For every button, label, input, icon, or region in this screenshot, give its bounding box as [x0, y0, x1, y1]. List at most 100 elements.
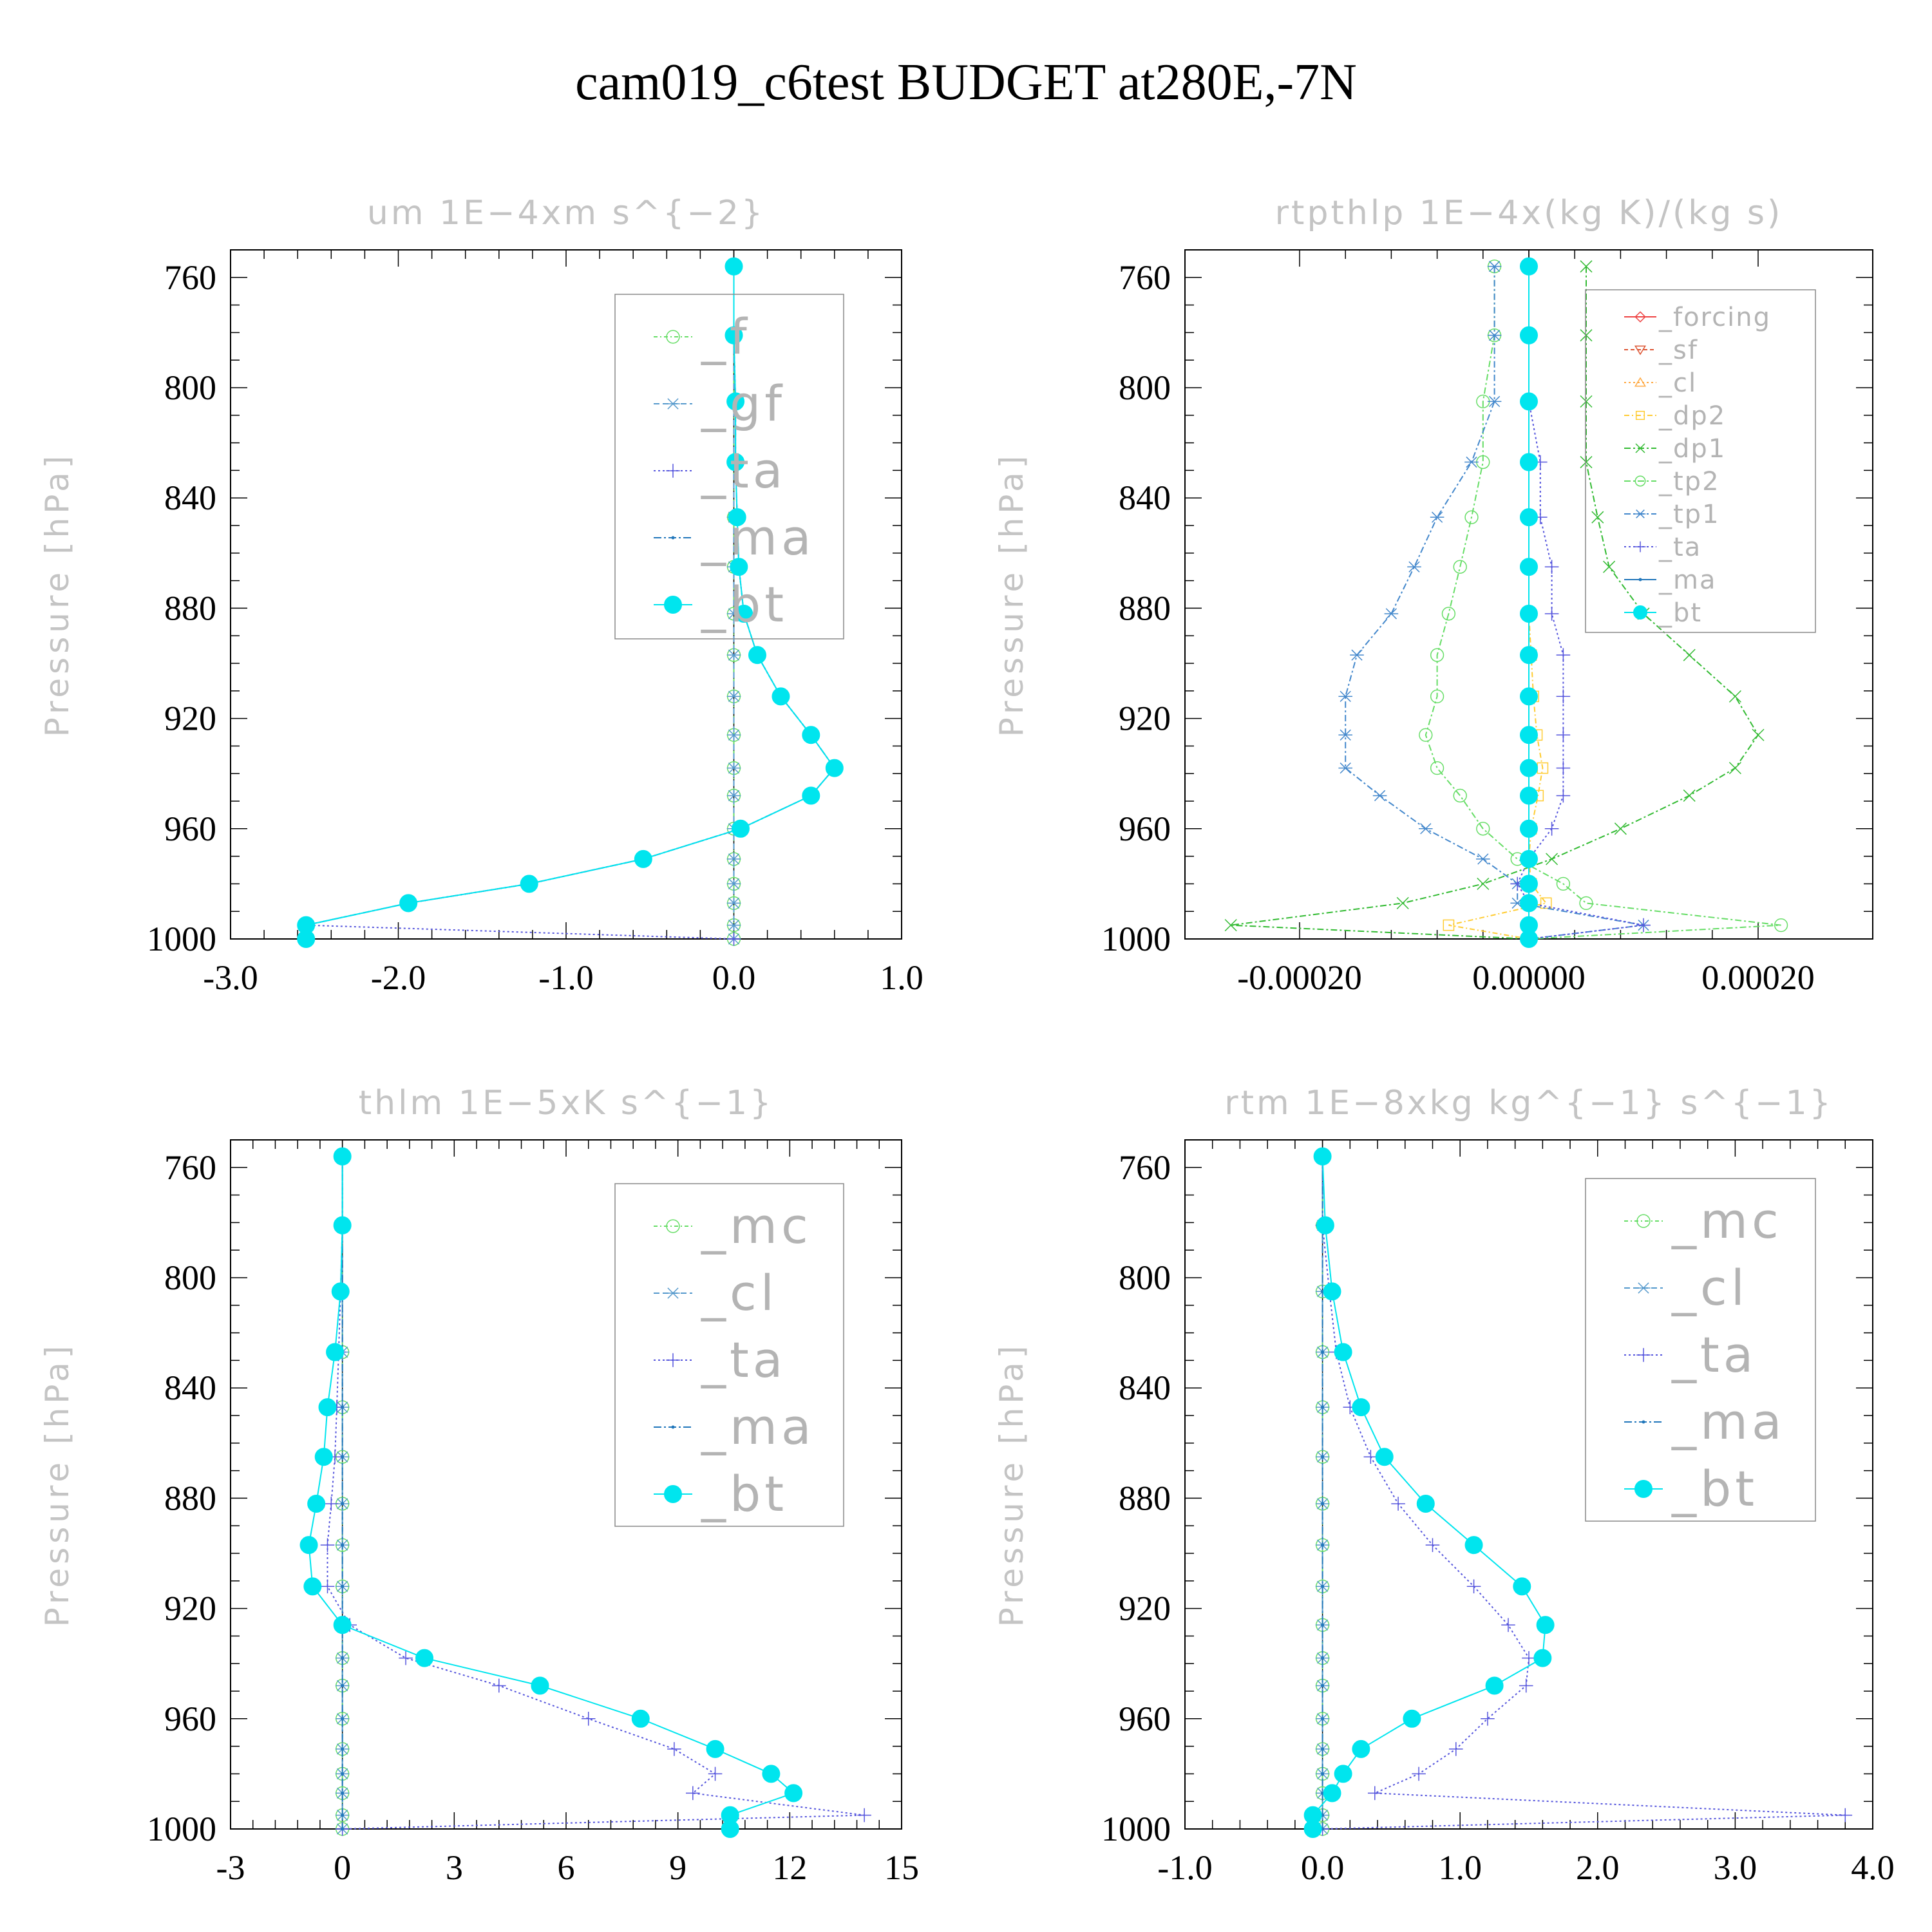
legend-marker — [664, 1485, 682, 1503]
data-point — [726, 453, 745, 471]
plot-frame — [1184, 1139, 1873, 1830]
data-point — [303, 1577, 322, 1596]
data-point — [1487, 395, 1502, 408]
data-point — [1430, 511, 1444, 523]
x-tick-label: -0.00020 — [1237, 958, 1361, 997]
legend-marker — [1634, 475, 1646, 487]
legend-marker — [1634, 345, 1647, 355]
data-point — [399, 894, 418, 913]
y-tick-label: 960 — [1119, 1700, 1171, 1738]
data-point — [1441, 607, 1456, 621]
x-tick-label: 0.00020 — [1701, 958, 1815, 997]
data-point — [726, 932, 741, 946]
data-point — [341, 1455, 345, 1459]
data-point — [726, 853, 741, 865]
legend-marker — [671, 536, 675, 540]
data-point — [1520, 558, 1538, 576]
legend-label: _ma — [1671, 1393, 1786, 1450]
x-tick-label: 3.0 — [1714, 1848, 1757, 1887]
y-tick-label: 800 — [164, 368, 216, 407]
y-axis-label: Pressure [hPa] — [993, 452, 1030, 737]
data-point — [1520, 786, 1538, 805]
data-point — [1556, 728, 1571, 743]
data-point — [341, 1827, 345, 1831]
data-point — [1372, 790, 1387, 802]
y-tick-label: 960 — [164, 810, 216, 848]
data-point — [1416, 1494, 1435, 1513]
data-point — [1752, 728, 1765, 741]
data-point — [634, 849, 652, 868]
legend: _mc _cl _ta _ma _bt — [1585, 1178, 1816, 1522]
legend-marker — [666, 464, 680, 478]
data-point — [520, 875, 538, 893]
y-tick-label: 840 — [164, 1368, 216, 1407]
data-point — [731, 819, 750, 838]
series-bt — [297, 257, 844, 948]
data-point — [1321, 1717, 1325, 1721]
data-point — [320, 1579, 335, 1594]
data-point — [728, 508, 746, 527]
series-line — [1448, 266, 1548, 940]
legend-label: _sf — [1658, 336, 1698, 365]
legend-box — [1585, 1178, 1816, 1522]
data-point — [1350, 649, 1364, 661]
data-point — [1323, 1282, 1341, 1301]
panel-um: um 1E−4xm s^{−2} Pressure [hPa] 760 800 840 8… — [39, 194, 923, 997]
data-point — [724, 326, 743, 345]
data-point — [784, 1784, 803, 1803]
data-point — [1520, 930, 1538, 948]
data-point — [1544, 822, 1559, 836]
legend-marker — [666, 398, 680, 410]
data-point — [726, 392, 745, 411]
data-point — [341, 1683, 345, 1687]
data-point — [1520, 257, 1538, 276]
legend-label: _ta — [701, 1331, 786, 1388]
data-point — [1501, 1618, 1515, 1633]
data-point — [1579, 896, 1593, 911]
data-point — [726, 919, 741, 931]
panel-title: thlm 1E−5xK s^{−1} — [359, 1084, 773, 1122]
legend-marker — [1634, 311, 1646, 323]
data-point — [1448, 1742, 1463, 1756]
x-tick-label: 6 — [558, 1848, 575, 1887]
data-point — [341, 1405, 345, 1409]
series-line — [1425, 266, 1781, 940]
data-point — [1536, 1616, 1555, 1634]
panel-title: rtm 1E−8xkg kg^{−1} s^{−1} — [1224, 1084, 1833, 1122]
data-point — [667, 1742, 681, 1756]
legend-marker — [1634, 541, 1646, 553]
data-point — [1520, 687, 1538, 706]
y-tick-label: 920 — [1119, 1589, 1171, 1628]
data-point — [1580, 395, 1593, 408]
legend-label: _bt — [701, 1465, 788, 1522]
legend-box — [614, 1183, 844, 1527]
data-point — [748, 646, 766, 665]
legend-marker — [1638, 578, 1642, 582]
legend-label: _gf — [701, 375, 786, 432]
legend-marker — [671, 1425, 675, 1429]
data-point — [1520, 894, 1538, 913]
legend-marker — [666, 1353, 680, 1367]
y-tick-label: 880 — [164, 589, 216, 627]
y-axis-label: Pressure [hPa] — [993, 1342, 1030, 1627]
data-point — [1614, 822, 1627, 835]
data-point — [1338, 729, 1352, 741]
data-point — [1556, 689, 1571, 704]
legend-marker — [666, 1287, 680, 1299]
x-tick-label: 0 — [334, 1848, 351, 1887]
data-point — [1334, 1343, 1352, 1361]
data-point — [1391, 1497, 1405, 1511]
legend-label: _ma — [1658, 565, 1716, 595]
y-tick-label: 840 — [1119, 478, 1171, 517]
data-point — [708, 1766, 723, 1781]
legend-marker — [1633, 605, 1647, 620]
x-tick-label: 2.0 — [1576, 1848, 1620, 1887]
data-point — [1363, 1450, 1378, 1464]
data-point — [1321, 1502, 1325, 1506]
legend-label: _tp1 — [1658, 500, 1720, 529]
data-point — [1384, 608, 1399, 620]
legend-box — [1585, 289, 1816, 633]
x-tick-label: 9 — [669, 1848, 687, 1887]
data-point — [1367, 1786, 1382, 1801]
data-point — [1430, 648, 1444, 662]
